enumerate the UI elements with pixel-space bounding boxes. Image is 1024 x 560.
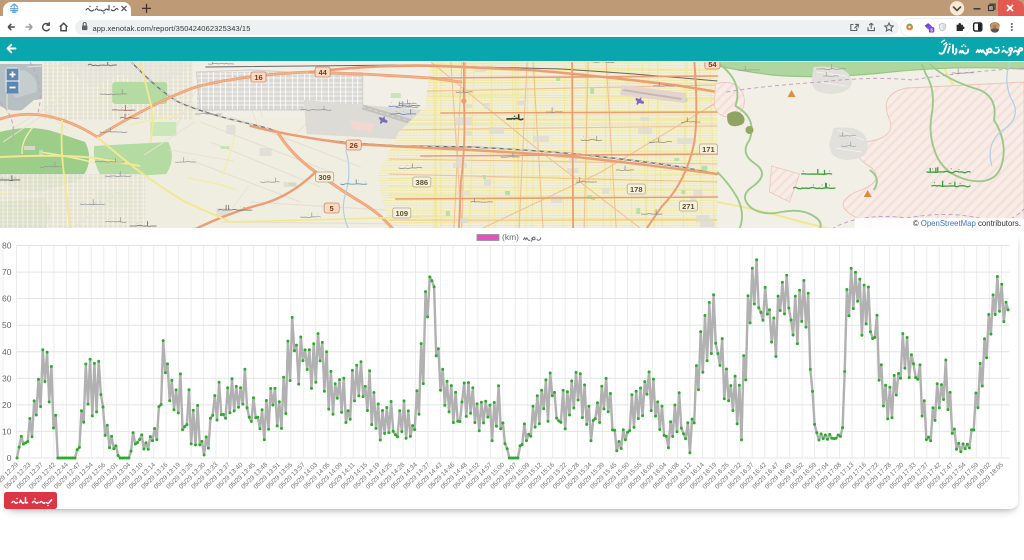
svg-text:© OpenStreetMap contributors.: © OpenStreetMap contributors. xyxy=(913,219,1021,228)
svg-text:178: 178 xyxy=(630,184,643,193)
svg-text:271: 271 xyxy=(682,201,695,210)
svg-text:44: 44 xyxy=(318,67,327,76)
svg-text:5: 5 xyxy=(930,28,933,33)
svg-text:109: 109 xyxy=(396,208,409,217)
svg-text:50: 50 xyxy=(2,320,12,330)
svg-text:386: 386 xyxy=(416,177,429,186)
svg-text:0: 0 xyxy=(7,453,12,463)
svg-text:309: 309 xyxy=(318,172,331,181)
svg-text:10: 10 xyxy=(2,426,12,436)
svg-text:60: 60 xyxy=(2,294,12,304)
svg-text:80: 80 xyxy=(2,241,12,251)
svg-text:26: 26 xyxy=(350,140,358,149)
svg-text:54: 54 xyxy=(708,62,717,69)
svg-text:(km): (km) xyxy=(502,232,519,242)
svg-text:40: 40 xyxy=(2,347,12,357)
svg-text:171: 171 xyxy=(702,144,715,153)
svg-text:30: 30 xyxy=(2,373,12,383)
svg-text:16: 16 xyxy=(254,72,262,81)
svg-text:20: 20 xyxy=(2,400,12,410)
svg-text:5: 5 xyxy=(330,203,334,212)
svg-text:70: 70 xyxy=(2,267,12,277)
